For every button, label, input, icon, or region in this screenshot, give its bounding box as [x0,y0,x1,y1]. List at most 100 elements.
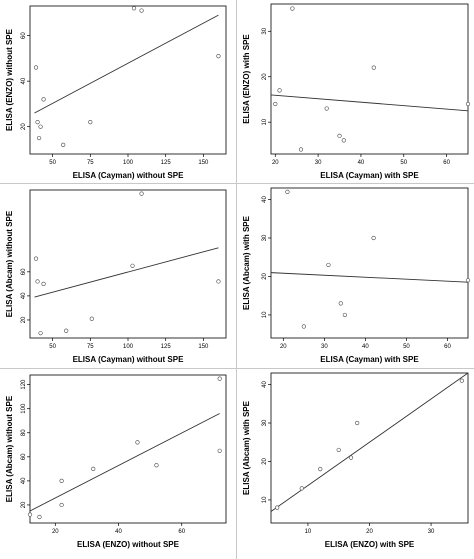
data-point [27,512,33,517]
data-point [139,191,144,196]
scatter-panel-3: 50 75 100 125 150 20 40 60 ELISA (Cayman) withou… [0,184,237,368]
horizontal-divider-1 [0,183,474,184]
x-tick-label: 30 [321,344,328,350]
data-point [341,138,346,143]
x-tick-label: 10 [305,529,312,535]
y-axis-label: ELISA (Abcam) without SPE [5,395,14,502]
y-tick-label: 20 [21,501,27,508]
plot-frame [29,374,227,524]
y-tick-label: 40 [21,77,27,84]
data-point [59,502,64,508]
y-axis-label: ELISA (Abcam) with SPE [242,215,251,310]
x-tick-label: 125 [161,160,172,166]
scatter-panel-1: 50 75 100 125 150 20 40 60 ELISA (Cayman) withou… [0,0,237,184]
scatter-svg: 10 20 30 10 20 30 40 ELISA (ENZO) with SPE ELISA… [242,372,469,549]
data-point [337,133,342,138]
x-tick-label: 50 [403,344,410,350]
y-axis-label: ELISA (Abcam) with SPE [242,400,251,495]
data-point [324,106,329,111]
y-tick-label: 10 [262,118,268,125]
data-point [285,189,290,194]
data-point [35,279,40,284]
data-point [301,324,306,329]
y-tick-label: 100 [21,403,27,414]
regression-line [29,413,220,512]
x-tick-label: 150 [198,344,209,350]
data-point [64,328,69,333]
x-tick-label: 150 [198,160,209,166]
data-point [465,101,471,107]
x-axis-label: ELISA (Cayman) with SPE [320,171,419,180]
x-tick-label: 40 [115,529,122,535]
regression-line [270,372,469,512]
y-tick-label: 40 [21,292,27,299]
data-point [61,142,66,147]
data-point [318,467,323,472]
y-tick-label: 20 [262,73,268,80]
y-axis-label: ELISA (Abcam) without SPE [5,210,14,317]
data-point [33,65,39,70]
data-point [36,135,42,141]
y-axis-label: ELISA (ENZO) with SPE [242,34,251,124]
scatter-panel-2: 20 30 40 50 60 10 20 30 ELISA (Cayman) with SPE E… [237,0,474,184]
data-point [348,455,354,460]
regression-line [34,14,219,114]
y-tick-label: 30 [262,419,268,426]
scatter-panel-6: 10 20 30 10 20 30 40 ELISA (ENZO) with SPE ELISA… [237,369,474,553]
y-tick-label: 80 [21,429,27,436]
data-point [135,440,140,445]
x-tick-label: 30 [428,529,435,535]
x-tick-label: 60 [443,160,450,166]
x-axis-label: ELISA (Cayman) without SPE [73,355,184,364]
regression-line [270,272,469,283]
scatter-svg: 50 75 100 125 150 20 40 60 ELISA (Cayman) withou… [5,5,227,180]
y-tick-label: 10 [262,311,268,318]
horizontal-divider-2 [0,368,474,369]
x-tick-label: 100 [123,344,134,350]
x-tick-label: 50 [400,160,407,166]
regression-line [270,94,469,112]
data-point [465,278,471,283]
x-tick-label: 20 [272,160,279,166]
data-point [37,514,42,520]
x-tick-label: 50 [49,160,56,166]
regression-line [34,247,219,298]
data-point [41,281,46,286]
x-tick-label: 20 [52,529,59,535]
y-tick-label: 30 [262,27,268,34]
data-point [33,256,39,261]
data-point [38,124,43,129]
data-point [130,263,135,268]
x-tick-label: 75 [87,160,94,166]
data-point [355,420,360,426]
x-tick-label: 30 [315,160,322,166]
plot-frame [270,3,469,155]
vertical-divider [236,0,237,559]
y-tick-label: 120 [21,379,27,390]
data-point [41,97,46,102]
y-tick-label: 60 [21,268,27,275]
data-point [216,279,221,284]
data-point [338,301,343,306]
y-tick-label: 60 [21,32,27,39]
data-point [131,6,137,11]
plot-frame [29,189,227,339]
x-axis-label: ELISA (ENZO) with SPE [325,540,415,549]
y-tick-label: 20 [262,457,268,464]
data-point [139,8,144,13]
x-tick-label: 40 [358,160,365,166]
y-tick-label: 10 [262,496,268,503]
data-point [326,262,331,268]
data-point [217,448,222,453]
scatter-svg: 20 30 40 50 60 10 20 30 40 ELISA (Cayman) with SP… [242,187,471,364]
data-point [459,378,464,383]
x-tick-label: 40 [362,344,369,350]
data-point [275,505,280,510]
x-tick-label: 20 [280,344,287,350]
data-point [38,331,43,336]
data-point [299,486,304,491]
data-point [342,312,347,318]
x-axis-label: ELISA (ENZO) without SPE [77,540,180,549]
x-tick-label: 60 [444,344,451,350]
